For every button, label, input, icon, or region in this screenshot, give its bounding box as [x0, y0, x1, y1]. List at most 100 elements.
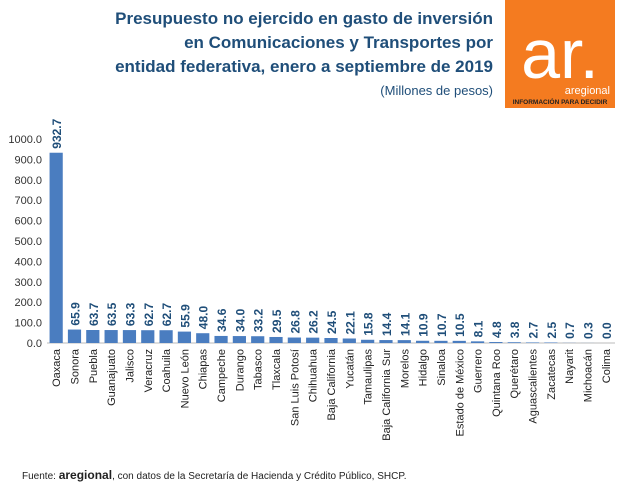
- y-tick-label: 900.0: [14, 154, 42, 166]
- source-prefix: Fuente:: [22, 471, 59, 482]
- value-label: 8.1: [472, 320, 486, 337]
- bar: [86, 330, 100, 343]
- x-tick-label: San Luis Potosí: [289, 349, 301, 426]
- value-label: 2.7: [527, 321, 541, 338]
- logo-mark: ar.: [521, 15, 599, 93]
- title-line: Presupuesto no ejercido en gasto de inve…: [115, 9, 493, 28]
- x-tick-label: Tabasco: [253, 349, 265, 390]
- bar: [67, 329, 82, 343]
- bar: [434, 340, 448, 343]
- y-tick-label: 0.0: [27, 338, 42, 350]
- x-tick-label: Querétaro: [509, 349, 521, 399]
- bar: [544, 342, 558, 343]
- x-tick-label: Nuevo León: [179, 349, 191, 408]
- bar: [196, 333, 210, 343]
- x-tick-label: Jalisco: [124, 349, 136, 383]
- x-tick-label: Guanajuato: [106, 349, 118, 406]
- x-tick-label: Coahuila: [161, 348, 173, 392]
- bar: [507, 342, 521, 343]
- title-line: entidad federativa, enero a septiembre d…: [115, 57, 493, 76]
- value-label: 10.7: [435, 313, 449, 337]
- y-tick-label: 700.0: [14, 195, 42, 207]
- x-tick-label: Morelos: [399, 349, 411, 389]
- x-tick-label: Zacatecas: [546, 349, 558, 400]
- x-tick-label: Baja California: [326, 348, 338, 420]
- subtitle: (Millones de pesos): [380, 83, 493, 98]
- y-tick-label: 1000.0: [8, 134, 42, 146]
- bar: [214, 335, 228, 343]
- x-tick-label: Oaxaca: [51, 348, 63, 387]
- x-tick-label: Tlaxcala: [271, 348, 283, 390]
- value-label: 10.5: [453, 313, 467, 337]
- bar: [251, 336, 265, 343]
- bar: [379, 340, 393, 343]
- bar: [122, 330, 137, 343]
- value-label: 10.9: [417, 313, 431, 337]
- y-tick-label: 600.0: [14, 216, 42, 228]
- logo-tagline: INFORMACIÓN PARA DECIDIR: [513, 97, 608, 106]
- value-label: 0.3: [582, 322, 596, 339]
- y-tick-label: 400.0: [14, 256, 42, 268]
- value-label: 3.8: [508, 321, 522, 338]
- bar: [416, 340, 430, 343]
- x-tick-label: Baja California Sur: [381, 349, 393, 441]
- value-label: 15.8: [362, 312, 376, 336]
- bar: [525, 342, 540, 343]
- x-tick-label: Yucatán: [344, 349, 356, 389]
- value-label: 26.2: [307, 310, 321, 334]
- bar: [49, 152, 63, 343]
- x-tick-label: Quintana Roo: [491, 349, 503, 417]
- x-tick-label: Tamaulipas: [363, 349, 375, 405]
- bar: [159, 330, 173, 343]
- bar: [489, 342, 503, 343]
- title-line: en Comunicaciones y Transportes por: [184, 33, 493, 52]
- bar: [177, 331, 192, 343]
- bar: [342, 338, 356, 343]
- y-tick-label: 200.0: [14, 297, 42, 309]
- logo-box: [505, 0, 615, 108]
- x-tick-label: Nayarit: [564, 349, 576, 384]
- y-tick-label: 300.0: [14, 277, 42, 289]
- bar: [141, 330, 155, 343]
- bar: [324, 338, 338, 343]
- value-label: 14.4: [380, 312, 394, 336]
- source: Fuente: aregional, con datos de la Secre…: [22, 468, 407, 482]
- bar: [306, 337, 320, 343]
- x-tick-label: Durango: [234, 349, 246, 391]
- y-tick-label: 500.0: [14, 236, 42, 248]
- x-tick-label: Colima: [601, 348, 613, 383]
- value-label: 22.1: [343, 311, 357, 335]
- bar: [269, 336, 283, 343]
- bar: [470, 341, 485, 343]
- value-label: 48.0: [197, 306, 211, 330]
- value-label: 0.0: [600, 322, 614, 339]
- value-label: 14.1: [398, 312, 412, 336]
- bar: [287, 337, 301, 343]
- x-tick-label: Sinaloa: [436, 348, 448, 386]
- value-label: 4.8: [490, 321, 504, 338]
- value-label: 63.7: [87, 302, 101, 326]
- x-tick-label: Guerrero: [473, 349, 485, 393]
- value-label: 26.8: [288, 310, 302, 334]
- x-tick-label: Sonora: [69, 348, 81, 384]
- x-tick-label: Chihuahua: [308, 348, 320, 402]
- bar: [361, 339, 375, 343]
- x-tick-label: Veracruz: [143, 349, 155, 392]
- y-tick-label: 100.0: [14, 318, 42, 330]
- x-tick-label: Michoacán: [583, 349, 595, 402]
- value-label: 55.9: [178, 304, 192, 328]
- value-label: 2.5: [545, 321, 559, 338]
- bar: [104, 330, 118, 343]
- value-label: 29.5: [270, 309, 284, 333]
- value-label: 63.5: [105, 302, 119, 326]
- bar: [452, 340, 466, 343]
- title: Presupuesto no ejercido en gasto de inve…: [115, 9, 493, 76]
- logo-name: aregional: [565, 85, 610, 97]
- x-tick-label: Chiapas: [198, 349, 210, 390]
- value-label: 24.5: [325, 310, 339, 334]
- source-suffix: , con datos de la Secretaría de Hacienda…: [112, 471, 406, 482]
- value-label: 62.7: [160, 303, 174, 327]
- x-tick-label: Campeche: [216, 349, 228, 402]
